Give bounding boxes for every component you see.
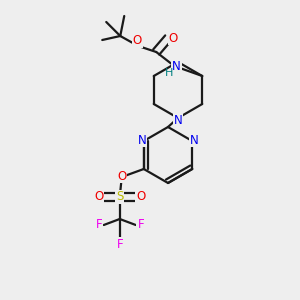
Text: F: F — [95, 218, 102, 232]
Text: S: S — [116, 190, 123, 203]
Text: O: O — [169, 32, 178, 44]
Text: H: H — [165, 68, 173, 78]
Text: O: O — [136, 190, 146, 203]
Text: O: O — [117, 169, 126, 182]
Text: N: N — [190, 134, 199, 146]
Text: O: O — [94, 190, 104, 203]
Text: N: N — [137, 134, 146, 146]
Text: O: O — [133, 34, 142, 47]
Text: F: F — [116, 238, 123, 250]
Text: F: F — [137, 218, 144, 232]
Text: N: N — [172, 59, 181, 73]
Text: N: N — [174, 113, 182, 127]
